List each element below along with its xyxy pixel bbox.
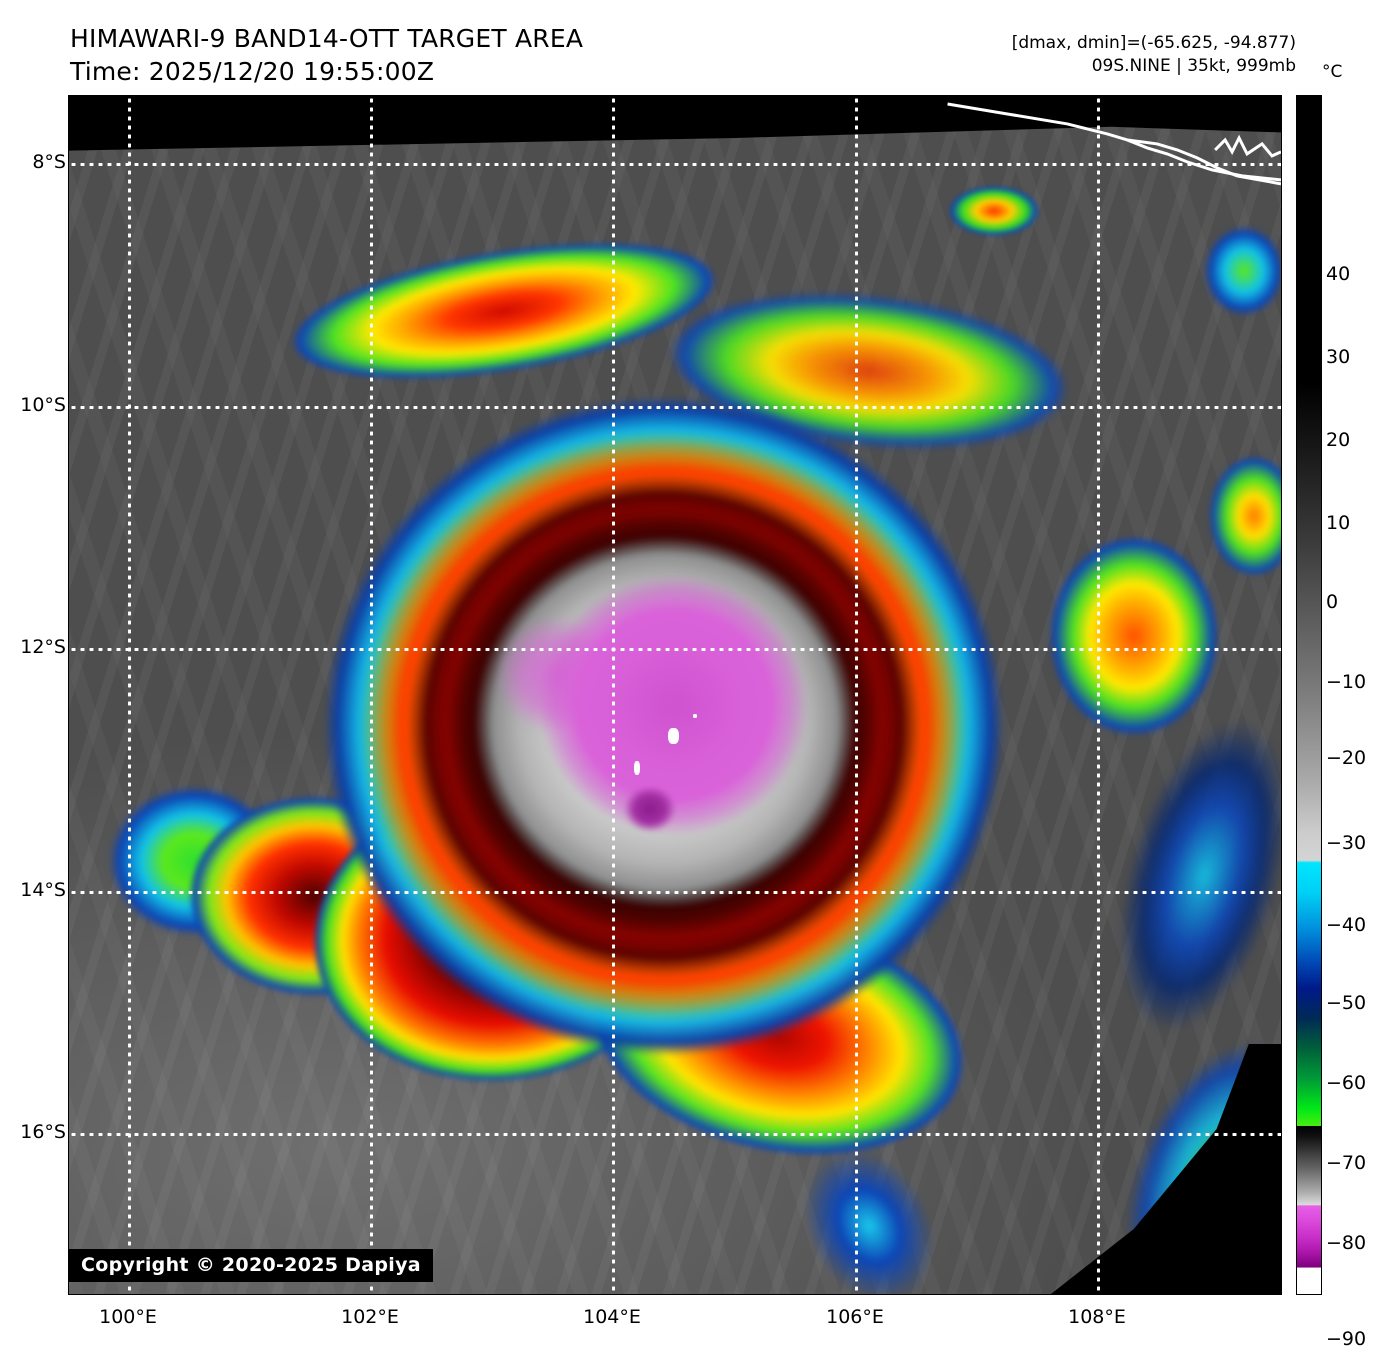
gridline-lon-104	[612, 96, 615, 1294]
lon-tick-104e: 104°E	[583, 1306, 641, 1328]
north-convective-cell	[949, 186, 1039, 236]
lon-tick-106e: 106°E	[826, 1306, 884, 1328]
title-block: HIMAWARI-9 BAND14-OTT TARGET AREA Time: …	[70, 22, 583, 88]
lat-tick-10s: 10°S	[20, 394, 66, 416]
colorbar-tick-labels: 40 30 20 10 0 −10 −20 −30 −40 −50 −60 −7…	[1326, 95, 1386, 1350]
cbar-tick-m80: −80	[1326, 1232, 1367, 1254]
cbar-tick-40: 40	[1326, 263, 1351, 285]
gridline-lon-102	[370, 96, 373, 1294]
lat-tick-16s: 16°S	[20, 1121, 66, 1143]
lon-tick-108e: 108°E	[1068, 1306, 1126, 1328]
gridline-lat-8	[69, 163, 1281, 166]
gridline-lat-12	[69, 648, 1281, 651]
cbar-tick-0: 0	[1326, 591, 1339, 613]
temperature-colorbar	[1296, 95, 1322, 1295]
gridline-lat-14	[69, 891, 1281, 894]
cbar-tick-m90: −90	[1326, 1328, 1367, 1350]
cbar-tick-20: 20	[1326, 429, 1351, 451]
lat-tick-12s: 12°S	[20, 636, 66, 658]
central-dense-overcast	[324, 396, 1004, 1056]
gridline-lon-108	[1097, 96, 1100, 1294]
copyright-banner: Copyright © 2020-2025 Dapiya	[69, 1249, 433, 1282]
cbar-tick-m40: −40	[1326, 914, 1367, 936]
cbar-tick-m70: −70	[1326, 1152, 1367, 1174]
overshooting-top-marker	[668, 728, 679, 744]
cbar-tick-m50: −50	[1326, 992, 1367, 1014]
eastern-convective-cell	[1049, 536, 1219, 736]
cbar-tick-m10: −10	[1326, 671, 1367, 693]
cdo-purple-pocket	[624, 786, 676, 832]
cbar-tick-m20: −20	[1326, 747, 1367, 769]
page-title: HIMAWARI-9 BAND14-OTT TARGET AREA	[70, 24, 584, 53]
metadata-block: [dmax, dmin]=(-65.625, -94.877) 09S.NINE…	[1012, 32, 1296, 78]
colorbar-unit-label: °C	[1322, 62, 1343, 82]
colorbar-gradient	[1297, 96, 1321, 1294]
lat-tick-8s: 8°S	[32, 151, 66, 173]
satellite-image-plot: Copyright © 2020-2025 Dapiya	[68, 95, 1282, 1295]
east-northeast-cell	[1209, 456, 1281, 576]
cbar-tick-m30: −30	[1326, 832, 1367, 854]
cdo-magenta-core	[539, 574, 809, 836]
cbar-tick-10: 10	[1326, 512, 1351, 534]
lon-tick-100e: 100°E	[99, 1306, 157, 1328]
coastline-overlay	[947, 102, 1281, 186]
northeast-cell	[1204, 226, 1281, 316]
gridline-lon-100	[128, 96, 131, 1294]
lon-tick-102e: 102°E	[341, 1306, 399, 1328]
dmax-dmin-label: [dmax, dmin]=(-65.625, -94.877)	[1011, 33, 1296, 53]
colorbar-gradient-lower	[1297, 1126, 1321, 1294]
gridline-lat-16	[69, 1133, 1281, 1136]
overshooting-top-marker-small	[693, 714, 697, 718]
timestamp-label: Time: 2025/12/20 19:55:00Z	[70, 57, 435, 86]
lat-tick-14s: 14°S	[20, 879, 66, 901]
overshooting-top-marker-lower	[634, 761, 640, 775]
gridline-lat-10	[69, 406, 1281, 409]
cbar-tick-m60: −60	[1326, 1072, 1367, 1094]
storm-info-label: 09S.NINE | 35kt, 999mb	[1091, 56, 1296, 76]
cbar-tick-30: 30	[1326, 346, 1351, 368]
gridline-lon-106	[855, 96, 858, 1294]
